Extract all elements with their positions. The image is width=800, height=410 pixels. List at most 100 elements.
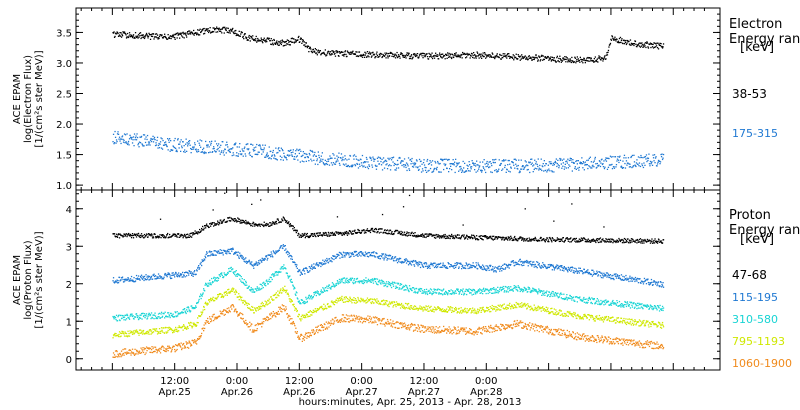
point-proton-115-195: [141, 277, 143, 280]
point-proton-310-580: [158, 316, 160, 318]
point-electron-175-315: [613, 166, 615, 168]
point-proton-115-195: [203, 259, 205, 262]
point-proton-47-68: [304, 237, 306, 239]
point-proton-47-68: [371, 227, 374, 230]
point-proton-115-195: [167, 273, 169, 276]
point-proton-115-195: [494, 270, 496, 272]
point-proton-115-195: [595, 272, 597, 275]
point-proton-115-195: [227, 248, 229, 251]
point-proton-310-580: [204, 290, 206, 292]
point-electron-175-315: [541, 169, 543, 172]
point-electron-38-53: [127, 36, 130, 39]
point-proton-47-68: [657, 240, 659, 243]
point-proton-47-68: [407, 234, 410, 236]
point-electron-38-53: [517, 54, 519, 56]
point-electron-175-315: [223, 150, 225, 152]
point-electron-38-53: [242, 35, 244, 38]
point-proton-310-580: [313, 294, 315, 296]
point-electron-175-315: [226, 144, 228, 146]
point-proton-47-68: [609, 240, 611, 242]
point-electron-175-315: [367, 161, 369, 163]
point-proton-47-68: [134, 234, 137, 237]
point-electron-175-315: [641, 164, 644, 167]
point-proton-115-195: [660, 286, 663, 288]
point-electron-175-315: [519, 170, 521, 172]
point-electron-175-315: [220, 151, 222, 153]
point-electron-175-315: [536, 168, 538, 170]
point-electron-175-315: [381, 158, 383, 160]
point-electron-175-315: [428, 169, 430, 172]
point-electron-38-53: [617, 41, 619, 44]
point-electron-38-53: [472, 54, 474, 57]
point-proton-47-68: [333, 232, 336, 234]
point-proton-115-195: [159, 275, 161, 277]
point-electron-38-53: [119, 32, 121, 34]
point-proton-115-195: [313, 263, 315, 265]
point-electron-175-315: [425, 167, 427, 169]
point-electron-175-315: [563, 158, 565, 160]
point-proton-47-68: [576, 241, 578, 243]
point-electron-175-315: [571, 161, 573, 163]
point-proton-115-195: [447, 267, 449, 269]
point-electron-175-315: [142, 134, 145, 136]
point-proton-115-195: [561, 265, 563, 267]
point-electron-175-315: [416, 160, 418, 162]
point-proton-310-580: [176, 311, 178, 313]
point-electron-175-315: [498, 159, 500, 161]
point-proton-47-68: [291, 225, 293, 227]
point-electron-175-315: [462, 170, 464, 172]
point-proton-310-580: [139, 314, 141, 316]
point-proton-47-68: [579, 240, 581, 243]
point-electron-38-53: [113, 31, 115, 33]
point-electron-175-315: [131, 142, 134, 144]
point-electron-38-53: [481, 55, 483, 57]
point-proton-47-68: [305, 233, 307, 235]
point-proton-47-68: [307, 236, 309, 239]
point-electron-38-53: [196, 32, 198, 34]
point-proton-47-68: [479, 235, 481, 237]
point-electron-38-53: [368, 51, 371, 53]
point-electron-175-315: [235, 155, 237, 157]
point-electron-175-315: [489, 161, 491, 163]
point-electron-38-53: [173, 33, 175, 36]
point-electron-38-53: [328, 51, 330, 53]
point-proton-310-580: [145, 313, 148, 315]
point-proton-310-580: [122, 315, 124, 317]
point-proton-47-68: [159, 218, 162, 220]
point-proton-47-68: [661, 242, 664, 244]
point-electron-38-53: [217, 31, 219, 33]
point-proton-47-68: [650, 240, 652, 242]
point-electron-175-315: [135, 139, 138, 141]
point-proton-115-195: [496, 267, 498, 269]
point-proton-310-580: [187, 306, 189, 308]
point-proton-310-580: [118, 314, 120, 316]
point-proton-310-580: [331, 285, 333, 287]
point-proton-47-68: [222, 221, 224, 223]
point-proton-115-195: [627, 278, 630, 280]
point-electron-38-53: [309, 46, 311, 48]
point-proton-47-68: [589, 239, 591, 242]
point-electron-175-315: [385, 164, 387, 166]
point-electron-38-53: [149, 34, 151, 36]
point-electron-175-315: [278, 147, 280, 149]
point-proton-310-580: [395, 287, 398, 289]
point-electron-175-315: [123, 139, 125, 141]
point-proton-115-195: [420, 262, 423, 264]
point-electron-38-53: [311, 51, 313, 54]
point-electron-175-315: [374, 164, 377, 166]
point-electron-175-315: [236, 146, 238, 148]
point-proton-115-195: [160, 276, 163, 278]
point-electron-38-53: [141, 34, 144, 37]
point-electron-38-53: [209, 27, 211, 29]
point-proton-47-68: [374, 231, 376, 233]
point-proton-310-580: [344, 282, 346, 284]
point-electron-175-315: [494, 161, 496, 164]
point-proton-115-195: [480, 267, 482, 269]
point-electron-38-53: [178, 32, 180, 35]
point-proton-115-195: [168, 272, 170, 275]
point-electron-38-53: [395, 55, 398, 57]
point-proton-47-68: [619, 239, 621, 241]
point-electron-175-315: [594, 156, 596, 159]
point-proton-115-195: [596, 270, 598, 272]
point-electron-175-315: [158, 147, 161, 149]
